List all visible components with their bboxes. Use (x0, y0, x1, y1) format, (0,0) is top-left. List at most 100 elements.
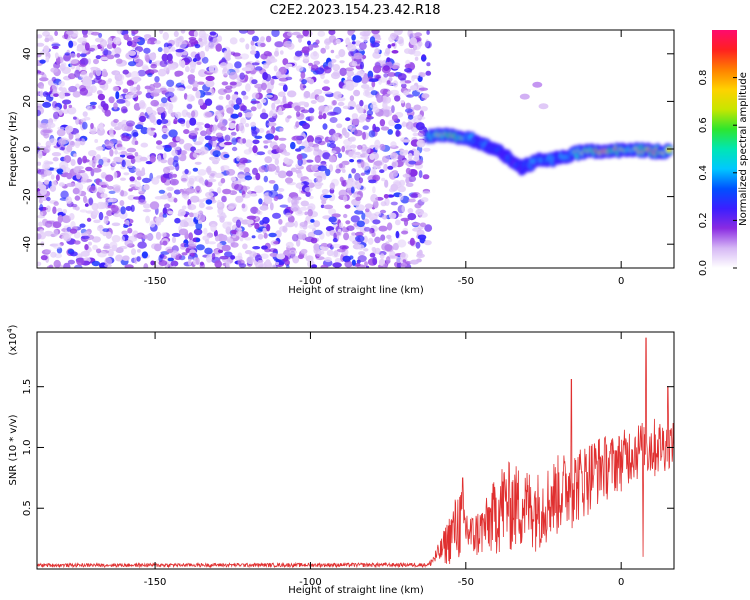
noise-cell (273, 65, 278, 72)
noise-cell (380, 126, 390, 131)
noise-cell (341, 145, 346, 153)
noise-cell (282, 58, 289, 66)
noise-cell (142, 234, 148, 240)
noise-cell (51, 180, 57, 188)
noise-cell (230, 51, 236, 56)
noise-cell (118, 74, 125, 81)
noise-cell (323, 66, 332, 74)
noise-cell (89, 101, 97, 106)
noise-cell (361, 212, 366, 220)
noise-cell (241, 194, 251, 199)
noise-cell (122, 69, 129, 75)
spectrogram-ytick-label: 20 (22, 95, 33, 108)
noise-cell (380, 234, 386, 241)
noise-cell (50, 174, 55, 180)
noise-cell (307, 231, 316, 238)
noise-cell (117, 146, 126, 151)
noise-cell (162, 31, 169, 41)
noise-cell (82, 111, 88, 117)
noise-cell (219, 62, 228, 69)
noise-cell (104, 109, 111, 117)
noise-cell (268, 180, 276, 184)
noise-cell (260, 53, 268, 60)
noise-cell (179, 188, 184, 193)
noise-cell (339, 67, 347, 77)
noise-cell (52, 206, 57, 214)
noise-cell (141, 251, 148, 259)
noise-cell (245, 43, 250, 50)
noise-cell (342, 105, 351, 110)
noise-cell (282, 84, 288, 92)
noise-cell (234, 56, 243, 60)
noise-cell (79, 209, 88, 213)
noise-cell (80, 118, 87, 123)
noise-cell (198, 214, 206, 222)
noise-cell (376, 165, 381, 169)
noise-cell (189, 117, 197, 126)
noise-cell (369, 36, 376, 44)
noise-cell (149, 201, 160, 210)
noise-cell (85, 166, 93, 172)
noise-cell (290, 141, 296, 150)
noise-cell (372, 186, 376, 194)
noise-cell (125, 100, 131, 107)
noise-cell (221, 81, 229, 86)
spectrogram-marks (37, 30, 674, 268)
noise-cell (124, 239, 134, 247)
noise-cell (69, 213, 75, 221)
noise-cell (418, 212, 428, 218)
noise-cell (376, 94, 384, 103)
noise-cell (256, 101, 262, 110)
noise-cell (348, 50, 354, 57)
noise-cell (262, 216, 270, 224)
noise-cell (180, 79, 185, 85)
noise-cell (145, 54, 150, 63)
noise-cell (206, 254, 212, 263)
noise-cell (271, 102, 276, 111)
noise-cell (335, 231, 341, 236)
noise-cell (283, 249, 292, 257)
noise-cell (295, 111, 301, 117)
noise-cell (74, 69, 81, 78)
noise-cell (136, 256, 141, 262)
noise-cell (303, 90, 311, 99)
noise-cell (315, 39, 320, 45)
noise-cell (100, 100, 106, 108)
noise-cell (386, 57, 391, 63)
noise-cell (379, 169, 385, 174)
noise-cell (221, 244, 231, 252)
snr-xlabel: Height of straight line (km) (288, 585, 424, 596)
noise-cell (332, 100, 337, 106)
snr-ytick-label: 0.5 (22, 500, 33, 516)
noise-cell (370, 90, 378, 96)
noise-cell (321, 86, 331, 92)
noise-cell (58, 80, 65, 87)
noise-cell (170, 260, 179, 267)
noise-cell (162, 152, 167, 159)
noise-cell (335, 54, 341, 59)
ridge-core (665, 147, 673, 153)
noise-cell (269, 110, 274, 117)
noise-cell (211, 252, 216, 260)
noise-cell (39, 204, 44, 212)
noise-cell (114, 149, 118, 155)
noise-cell (120, 206, 126, 215)
noise-cell (159, 253, 165, 259)
noise-cell (82, 155, 88, 164)
noise-cell (97, 79, 106, 86)
noise-cell (64, 125, 74, 133)
faint-blob (519, 93, 530, 100)
noise-cell (397, 73, 407, 81)
noise-cell (305, 159, 314, 163)
noise-cell (183, 221, 189, 228)
noise-cell (167, 257, 174, 262)
noise-cell (219, 215, 225, 223)
noise-cell (54, 30, 58, 36)
noise-cell (374, 247, 381, 255)
noise-cell (368, 179, 377, 184)
noise-cell (314, 155, 321, 163)
noise-cell (46, 220, 55, 224)
noise-cell (171, 232, 181, 237)
noise-cell (137, 199, 147, 205)
noise-cell (217, 242, 223, 248)
